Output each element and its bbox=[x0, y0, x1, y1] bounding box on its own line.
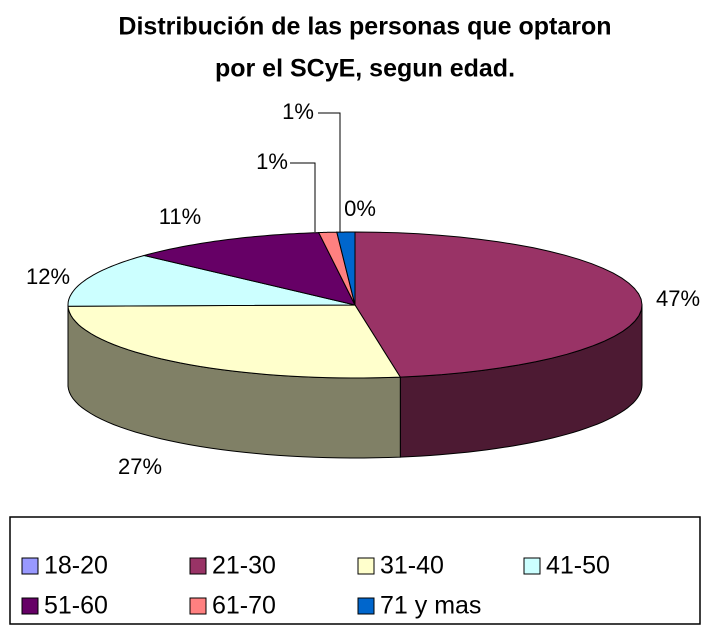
data-label: 1% bbox=[282, 99, 314, 124]
data-label: 0% bbox=[344, 196, 376, 221]
pie-slice bbox=[67, 254, 356, 307]
legend-label: 51-60 bbox=[44, 592, 108, 620]
legend-label: 18-20 bbox=[44, 552, 108, 580]
legend-label: 71 y mas bbox=[380, 592, 481, 620]
data-label: 11% bbox=[159, 204, 201, 229]
legend-swatch bbox=[357, 557, 375, 575]
legend-swatch bbox=[21, 557, 39, 575]
legend-swatch bbox=[21, 597, 39, 615]
legend-label: 31-40 bbox=[380, 552, 444, 580]
leader-line bbox=[290, 162, 316, 232]
data-label: 12% bbox=[26, 264, 70, 289]
pie-slice bbox=[336, 231, 356, 306]
pie-slice bbox=[142, 232, 356, 306]
data-label: 1% bbox=[256, 149, 288, 174]
chart-title: por el SCyE, segun edad. bbox=[215, 55, 515, 83]
data-label: 27% bbox=[118, 454, 162, 479]
pie-slice bbox=[354, 231, 643, 378]
legend-label: 61-70 bbox=[212, 592, 276, 620]
legend-swatch bbox=[189, 597, 207, 615]
legend-swatch bbox=[523, 557, 541, 575]
legend-label: 21-30 bbox=[212, 552, 276, 580]
pie-slice bbox=[67, 304, 402, 379]
legend-box bbox=[9, 516, 701, 625]
legend-swatch bbox=[189, 557, 207, 575]
leader-line bbox=[318, 112, 341, 232]
chart-title: Distribución de las personas que optaron bbox=[118, 13, 611, 41]
legend-swatch bbox=[357, 597, 375, 615]
legend-label: 41-50 bbox=[546, 552, 610, 580]
pie-slice bbox=[317, 231, 356, 306]
data-label: 47% bbox=[656, 286, 700, 311]
